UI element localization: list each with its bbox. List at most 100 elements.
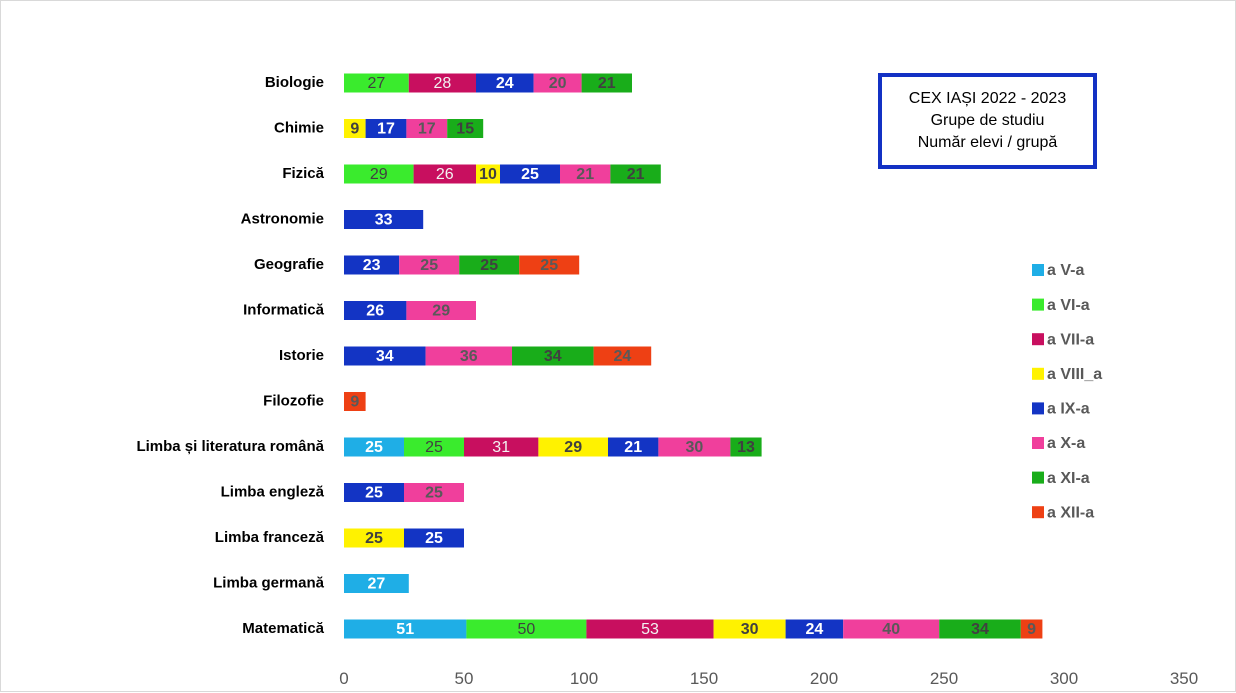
data-label-fizica-a-vii-a: 26	[436, 166, 454, 183]
bar-fizica-a-vii-a	[413, 164, 476, 184]
bar-limba-germana-a-v-a	[344, 574, 409, 593]
data-label-limba-si-literatura-romana-a-xi-a: 13	[737, 439, 755, 456]
bar-chimie-a-x-a	[406, 119, 448, 138]
data-label-biologie-a-vii-a: 28	[434, 75, 452, 92]
bar-astronomie-a-ix-a	[344, 210, 424, 229]
data-label-istorie-a-xii-a: 24	[614, 348, 632, 365]
bar-filozofie-a-xii-a	[344, 392, 366, 411]
data-label-matematica-a-vii-a: 53	[641, 621, 659, 638]
category-label-limba-si-literatura-romana: Limba și literatura română	[136, 438, 324, 455]
data-label-biologie-a-ix-a: 24	[496, 75, 514, 92]
bar-chimie-a-xi-a	[447, 119, 484, 138]
data-label-limba-si-literatura-romana-a-vii-a: 31	[492, 439, 510, 456]
data-label-matematica-a-ix-a: 24	[806, 621, 824, 638]
category-label-astronomie: Astronomie	[241, 210, 324, 227]
bar-limba-engleza-a-ix-a	[344, 483, 404, 502]
bar-istorie-a-xii-a	[593, 346, 652, 366]
legend-label-a-vii-a: a VII-a	[1047, 331, 1094, 348]
data-label-limba-franceza-a-ix-a: 25	[425, 530, 443, 547]
data-label-biologie-a-xi-a: 21	[598, 75, 616, 92]
category-label-geografie: Geografie	[254, 256, 324, 273]
bar-fizica-a-xi-a	[610, 164, 661, 184]
data-label-fizica-a-x-a: 21	[576, 166, 594, 183]
category-label-matematica: Matematică	[242, 620, 324, 637]
bar-istorie-a-xi-a	[512, 346, 594, 366]
data-label-limba-si-literatura-romana-a-ix-a: 21	[624, 439, 642, 456]
bar-geografie-a-xii-a	[519, 255, 580, 275]
chart-title-box: CEX IAȘI 2022 - 2023 Grupe de studiu Num…	[878, 73, 1097, 169]
bar-biologie-a-xi-a	[581, 73, 632, 93]
data-label-chimie-a-x-a: 17	[418, 121, 436, 138]
bar-matematica-a-xi-a	[939, 619, 1021, 639]
category-label-limba-germana: Limba germană	[213, 574, 325, 591]
category-label-informatica: Informatică	[243, 301, 325, 318]
data-label-limba-si-literatura-romana-a-viii-a: 29	[564, 439, 582, 456]
legend-label-a-vi-a: a VI-a	[1047, 297, 1090, 314]
bar-geografie-a-xi-a	[459, 255, 520, 275]
data-label-geografie-a-x-a: 25	[420, 257, 438, 274]
data-label-istorie-a-ix-a: 34	[376, 348, 394, 365]
legend-swatch-a-vi-a	[1032, 298, 1044, 311]
legend-swatch-a-vii-a	[1032, 333, 1044, 346]
data-label-geografie-a-xi-a: 25	[480, 257, 498, 274]
data-label-matematica-a-viii-a: 30	[741, 621, 759, 638]
data-label-limba-franceza-a-viii-a: 25	[365, 530, 383, 547]
legend-swatch-a-viii-a	[1032, 367, 1044, 380]
chart-title-line-2: Grupe de studiu	[930, 112, 1045, 129]
data-label-informatica-a-x-a: 29	[432, 303, 450, 320]
data-label-geografie-a-xii-a: 25	[540, 257, 558, 274]
bar-informatica-a-ix-a	[344, 301, 407, 320]
bar-limba-si-literatura-romana-a-viii-a	[538, 437, 608, 457]
x-tick-label-50: 50	[455, 669, 474, 688]
data-label-istorie-a-x-a: 36	[460, 348, 478, 365]
chart-title-line-3: Număr elevi / grupă	[917, 134, 1058, 151]
data-label-limba-germana-a-v-a: 27	[368, 576, 386, 593]
data-label-matematica-a-vi-a: 50	[518, 621, 536, 638]
x-tick-label-350: 350	[1170, 669, 1198, 688]
data-label-fizica-a-vi-a: 29	[370, 166, 388, 183]
data-label-biologie-a-x-a: 20	[549, 75, 567, 92]
bar-matematica-a-vii-a	[586, 619, 714, 639]
data-label-fizica-a-viii-a: 10	[479, 166, 497, 183]
bar-matematica-a-vi-a	[466, 619, 587, 639]
bar-matematica-a-xii-a	[1020, 619, 1043, 639]
category-label-limba-engleza: Limba engleză	[221, 483, 325, 500]
bar-geografie-a-ix-a	[344, 255, 400, 275]
legend-swatch-a-v-a	[1032, 264, 1044, 276]
x-tick-label-250: 250	[930, 669, 958, 688]
legend-swatch-a-xii-a	[1032, 506, 1044, 519]
legend-label-a-xii-a: a XII-a	[1047, 504, 1094, 521]
bar-fizica-a-ix-a	[500, 164, 560, 184]
data-label-limba-engleza-a-x-a: 25	[425, 485, 443, 502]
legend-label-a-viii-a: a VIII_a	[1047, 366, 1102, 383]
x-tick-label-200: 200	[810, 669, 838, 688]
bar-limba-si-literatura-romana-a-v-a	[344, 437, 404, 457]
data-label-limba-si-literatura-romana-a-vi-a: 25	[425, 439, 443, 456]
x-axis-tick-labels: 0 50 100 150 200 250 300 350	[339, 669, 1198, 688]
x-tick-label-100: 100	[570, 669, 598, 688]
bar-fizica-a-vi-a	[344, 164, 414, 184]
legend-swatch-a-xi-a	[1032, 471, 1044, 484]
bar-matematica-a-ix-a	[785, 619, 844, 639]
legend-swatch-a-x-a	[1032, 437, 1044, 449]
data-label-matematica-a-xi-a: 34	[971, 621, 989, 638]
data-label-chimie-a-xi-a: 15	[456, 121, 474, 138]
data-label-informatica-a-ix-a: 26	[366, 303, 384, 320]
bar-biologie-a-vii-a	[408, 73, 476, 93]
bar-limba-si-literatura-romana-a-ix-a	[608, 437, 659, 457]
data-label-fizica-a-xi-a: 21	[627, 166, 645, 183]
bars-layer: 27 28 24 20 21 9 17 17 15 29 26 10 25 21 21 33 23 25 25 25 2…	[344, 73, 1043, 639]
legend-label-a-xi-a: a XI-a	[1047, 470, 1090, 487]
data-label-chimie-a-viii-a: 9	[350, 121, 359, 138]
category-labels: Biologie Chimie Fizică Astronomie Geografie I…	[136, 74, 324, 637]
bar-matematica-a-v-a	[344, 619, 467, 639]
bar-geografie-a-x-a	[399, 255, 460, 275]
bar-fizica-a-viii-a	[476, 164, 500, 184]
bar-limba-si-literatura-romana-a-vi-a	[404, 437, 464, 457]
data-label-filozofie-a-xii-a: 9	[350, 394, 359, 411]
bar-limba-franceza-a-ix-a	[404, 528, 464, 548]
legend-swatch-a-ix-a	[1032, 402, 1044, 415]
category-label-filozofie: Filozofie	[263, 392, 324, 409]
